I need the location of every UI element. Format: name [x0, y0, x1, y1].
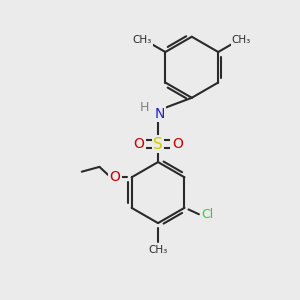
Text: N: N — [154, 107, 165, 121]
Text: O: O — [172, 137, 183, 152]
Text: O: O — [133, 137, 144, 152]
Text: CH₃: CH₃ — [148, 244, 168, 255]
Text: H: H — [140, 101, 149, 114]
Text: CH₃: CH₃ — [232, 34, 251, 44]
Text: CH₃: CH₃ — [133, 34, 152, 44]
Text: Cl: Cl — [202, 208, 214, 221]
Text: O: O — [109, 170, 120, 184]
Text: S: S — [153, 137, 163, 152]
